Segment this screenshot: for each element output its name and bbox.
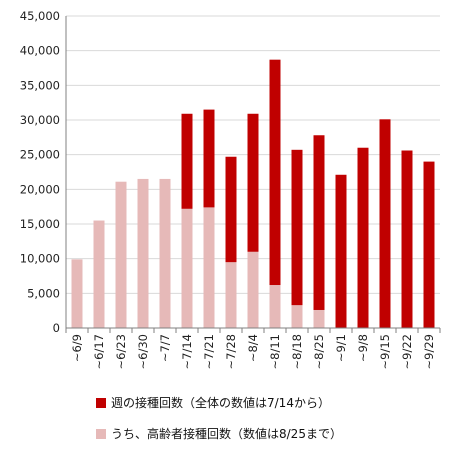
bar-total	[401, 150, 413, 328]
x-tick-label: ~8/4	[246, 334, 260, 362]
x-tick-label: ~7/7	[158, 334, 172, 362]
y-tick-label: 35,000	[20, 78, 60, 92]
bar-total	[291, 149, 303, 328]
y-tick-label: 0	[53, 321, 60, 335]
bar-total	[357, 147, 369, 328]
y-tick-label: 30,000	[20, 113, 60, 127]
y-tick-label: 5,000	[27, 286, 60, 300]
bar-elderly	[203, 207, 215, 328]
axes	[65, 16, 441, 333]
x-tick-label: ~6/30	[136, 334, 150, 369]
bar-elderly	[225, 262, 237, 328]
y-tick-label: 40,000	[20, 44, 60, 58]
bar-total	[379, 119, 391, 328]
bar-elderly	[181, 208, 193, 328]
x-tick-label: ~9/15	[378, 334, 392, 369]
bar-elderly	[159, 178, 171, 328]
bar-total	[247, 113, 259, 328]
bar-total	[423, 161, 435, 328]
x-axis-tick-labels: ~6/9 ~6/17 ~6/23 ~6/30 ~7/7 ~7/14 ~7/21 ~7/28 ~8…	[70, 334, 436, 369]
bars	[71, 59, 435, 329]
x-tick-label: ~6/9	[70, 334, 84, 362]
bar-elderly	[71, 259, 83, 328]
y-tick-label: 45,000	[20, 9, 60, 23]
legend-item-total: 週の接種回数（全体の数値は7/14から）	[96, 394, 330, 411]
bar-total	[269, 59, 281, 329]
y-axis-tick-labels: 0 5,000 10,000 15,000 20,000 25,000 30,000 35,0…	[20, 9, 60, 335]
bar-elderly	[291, 305, 303, 328]
y-tick-label: 10,000	[20, 252, 60, 266]
x-tick-label: ~6/23	[114, 334, 128, 369]
x-tick-label: ~9/29	[422, 334, 436, 369]
x-tick-label: ~7/28	[224, 334, 238, 369]
x-tick-label: ~8/11	[268, 334, 282, 369]
legend-item-elderly: うち、高齢者接種回数（数値は8/25まで）	[96, 425, 342, 442]
bar-elderly	[93, 220, 105, 328]
x-tick-label: ~8/25	[312, 334, 326, 369]
bar-elderly	[115, 181, 127, 328]
legend-swatch-elderly	[96, 428, 106, 439]
x-tick-label: ~7/21	[202, 334, 216, 369]
y-tick-label: 25,000	[20, 148, 60, 162]
bar-elderly	[313, 309, 325, 328]
x-tick-label: ~9/22	[400, 334, 414, 369]
bar-elderly	[269, 285, 281, 328]
bar-elderly	[137, 178, 149, 328]
x-tick-label: ~6/17	[92, 334, 106, 369]
bar-total	[335, 174, 347, 328]
y-tick-label: 15,000	[20, 217, 60, 231]
bar-total	[313, 135, 325, 328]
legend-label-total: 週の接種回数（全体の数値は7/14から）	[111, 396, 330, 410]
x-tick-label: ~8/18	[290, 334, 304, 369]
y-tick-label: 20,000	[20, 182, 60, 196]
legend-label-elderly: うち、高齢者接種回数（数値は8/25まで）	[111, 427, 342, 441]
legend-swatch-total	[96, 397, 106, 408]
x-tick-label: ~7/14	[180, 334, 194, 369]
x-tick-label: ~9/8	[356, 334, 370, 362]
bar-elderly	[247, 251, 259, 328]
bar-total	[225, 156, 237, 328]
x-tick-label: ~9/1	[334, 334, 348, 362]
